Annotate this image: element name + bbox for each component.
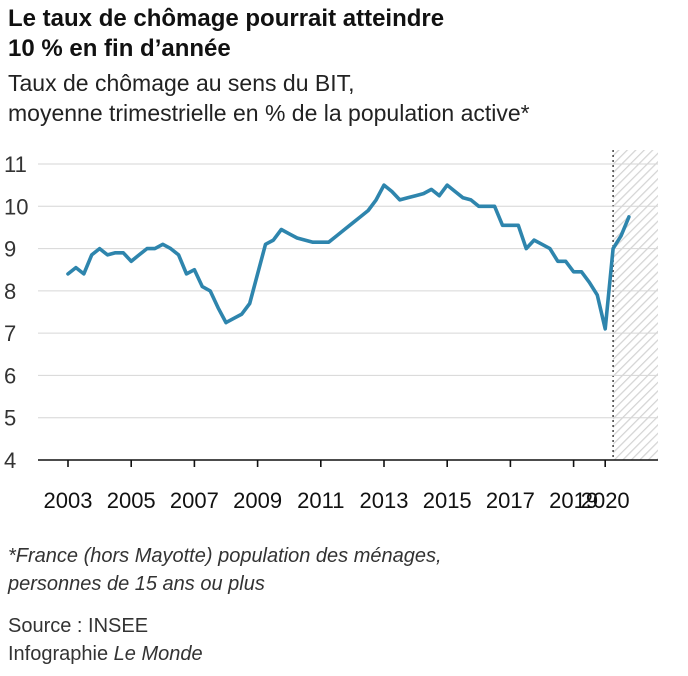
y-tick-label: 10 xyxy=(4,194,28,219)
footnote-line-1: *France (hors Mayotte) population des mé… xyxy=(8,545,442,567)
x-tick-label: 2020 xyxy=(581,488,630,513)
chart-subtitle-line-1: Taux de chômage au sens du BIT, xyxy=(8,70,355,96)
y-tick-label: 6 xyxy=(4,363,16,388)
x-tick-label: 2011 xyxy=(297,488,344,513)
x-tick-label: 2019 xyxy=(549,488,598,513)
x-tick-label: 2015 xyxy=(423,488,472,513)
series-line-unemployment xyxy=(66,183,631,331)
credit-brand: Le Monde xyxy=(113,643,203,665)
y-tick-label: 11 xyxy=(4,152,27,177)
source-note: Source : INSEE xyxy=(8,615,149,637)
chart-subtitle-line-2: moyenne trimestrielle en % de la populat… xyxy=(8,100,530,126)
x-tick-label: 2003 xyxy=(44,488,93,513)
credit-note: Infographie Le Monde xyxy=(8,640,203,668)
chart-subtitle: Taux de chômage au sens du BIT, moyenne … xyxy=(8,68,678,128)
chart-title-line-1: Le taux de chômage pourrait atteindre xyxy=(8,5,445,32)
y-tick-label: 5 xyxy=(4,406,16,431)
chart-title-line-2: 10 % en fin d’année xyxy=(8,35,231,62)
unemployment-line-chart: 4 5 6 7 8 9 10 11 2003 2005 2007 2009 2011 2013 2015 20… xyxy=(4,150,658,513)
credit-prefix: Infographie xyxy=(8,643,114,665)
footnote-line-2: personnes de 15 ans ou plus xyxy=(8,573,265,595)
x-tick-label: 2007 xyxy=(170,488,219,513)
y-tick-label: 4 xyxy=(4,448,16,473)
footnote: *France (hors Mayotte) population des mé… xyxy=(8,542,648,598)
x-tick-label: 2005 xyxy=(107,488,156,513)
forecast-zone xyxy=(613,150,658,460)
x-tick-label: 2013 xyxy=(360,488,409,513)
y-tick-label: 9 xyxy=(4,237,16,262)
chart-title: Le taux de chômage pourrait atteindre 10… xyxy=(8,4,678,64)
x-tick-label: 2009 xyxy=(233,488,282,513)
y-tick-label: 8 xyxy=(4,279,16,304)
y-tick-label: 7 xyxy=(4,321,16,346)
x-tick-label: 2017 xyxy=(486,488,535,513)
